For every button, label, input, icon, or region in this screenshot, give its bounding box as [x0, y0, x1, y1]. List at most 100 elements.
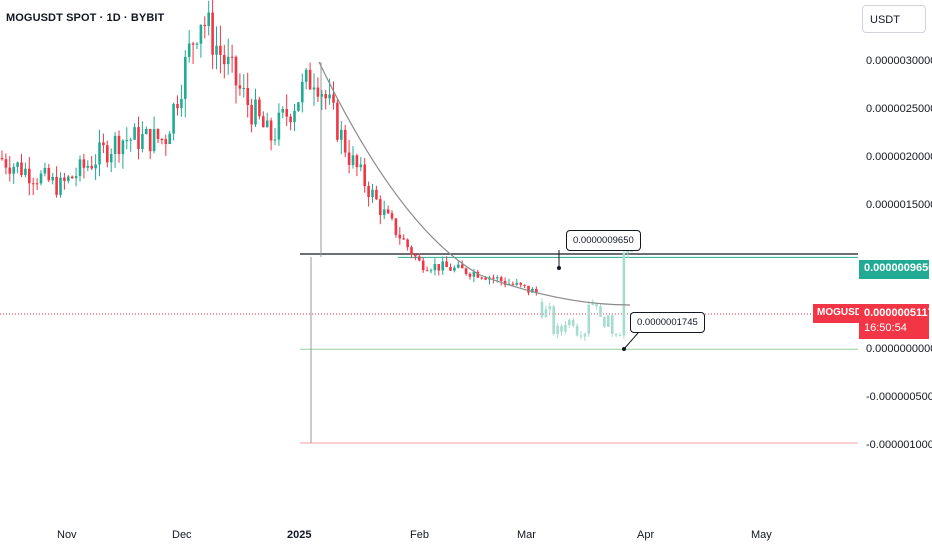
candle-body — [265, 120, 269, 128]
callout-pointer-lower — [623, 332, 639, 350]
projection-candle — [564, 325, 567, 332]
candle-body — [106, 145, 109, 163]
candle-body — [195, 43, 199, 45]
candle-body — [449, 267, 452, 271]
candle-body — [98, 142, 101, 165]
candle-body — [367, 186, 370, 198]
candle-body — [24, 168, 27, 176]
candle-body — [359, 164, 363, 168]
price-tick-label: 0.0000015000 — [866, 199, 932, 211]
candle-body — [511, 283, 515, 285]
symbol-tag: MOGUSDT — [813, 304, 873, 323]
projection-candle — [622, 253, 626, 336]
candle-body — [242, 87, 246, 89]
candle-body — [94, 164, 97, 169]
candle-body — [519, 282, 522, 285]
candle-body — [67, 176, 70, 181]
candle-body — [429, 270, 433, 272]
callout-anchor-upper — [557, 266, 561, 270]
candle-body — [269, 120, 273, 141]
candle-body — [425, 270, 429, 272]
annotation-callout-upper[interactable]: 0.0000009650 — [566, 230, 641, 251]
candle-body — [113, 135, 117, 154]
candle-body — [102, 142, 105, 146]
candle-body — [86, 165, 90, 168]
candle-body — [343, 129, 347, 153]
candle-body — [121, 140, 125, 155]
time-tick-label: May — [751, 529, 772, 541]
candle-body — [28, 168, 31, 184]
candle-body — [320, 94, 324, 97]
candle-body — [468, 273, 472, 277]
price-unit-selector[interactable]: USDT — [862, 5, 926, 33]
candle-body — [277, 112, 281, 140]
candle-body — [78, 159, 82, 177]
candle-body — [59, 177, 62, 195]
candle-body — [472, 271, 476, 277]
candle-body — [152, 129, 156, 152]
candles — [0, 0, 538, 296]
candle-body — [297, 102, 300, 111]
candle-body — [31, 183, 35, 185]
candle-body — [70, 176, 74, 179]
candle-body — [211, 12, 214, 55]
annotation-callout-lower[interactable]: 0.0000001745 — [630, 312, 705, 333]
candle-body — [406, 239, 409, 248]
level-price-tag: 0.0000009650 — [859, 260, 932, 279]
candle-body — [515, 282, 519, 285]
projection-candle — [618, 335, 622, 337]
candle-body — [371, 189, 374, 198]
candle-body — [184, 56, 187, 99]
candle-body — [129, 139, 132, 141]
candle-body — [223, 54, 226, 65]
candle-body — [8, 167, 12, 174]
candle-body — [262, 116, 265, 128]
candle-body — [499, 277, 503, 282]
price-tick-label: 0.0000020000 — [866, 151, 932, 163]
candle-body — [355, 155, 359, 168]
candle-body — [340, 129, 343, 140]
candle-body — [445, 261, 448, 268]
candle-body — [254, 99, 257, 125]
candle-body — [281, 109, 285, 113]
time-tick-label: 2025 — [287, 529, 312, 541]
candle-body — [160, 138, 164, 140]
candle-body — [137, 127, 140, 150]
candle-body — [375, 189, 378, 200]
current-price-tag: 0.0000005117 16:50:54 — [859, 304, 932, 339]
candle-body — [308, 69, 312, 90]
candle-body — [246, 87, 249, 106]
candle-body — [273, 139, 277, 141]
candle-body — [328, 94, 331, 99]
candle-body — [191, 43, 195, 45]
projection-candle — [571, 320, 575, 326]
candle-body — [141, 134, 144, 150]
projection-candle — [587, 304, 591, 334]
candle-body — [394, 218, 398, 235]
candle-body — [523, 284, 526, 286]
candle-body — [316, 87, 320, 97]
current-price: 0.0000005117 — [864, 307, 932, 319]
time-tick-label: Dec — [172, 529, 192, 541]
candle-body — [187, 43, 191, 57]
candle-body — [332, 94, 335, 103]
candle-body — [464, 268, 468, 274]
candle-body — [402, 238, 405, 240]
candle-body — [234, 56, 238, 86]
candle-body — [421, 260, 425, 271]
candle-body — [460, 264, 464, 269]
candle-body — [527, 285, 530, 293]
candle-body — [12, 166, 15, 174]
candle-body — [82, 159, 86, 168]
candle-body — [293, 110, 296, 123]
candle-body — [535, 288, 538, 293]
candle-body — [484, 277, 487, 280]
projection-candle — [556, 326, 559, 334]
candle-body — [16, 162, 19, 167]
candle-body — [437, 263, 441, 271]
candle-body — [156, 129, 160, 139]
projection-candle — [603, 316, 606, 327]
candle-body — [410, 247, 413, 255]
projection-candle — [552, 306, 555, 334]
